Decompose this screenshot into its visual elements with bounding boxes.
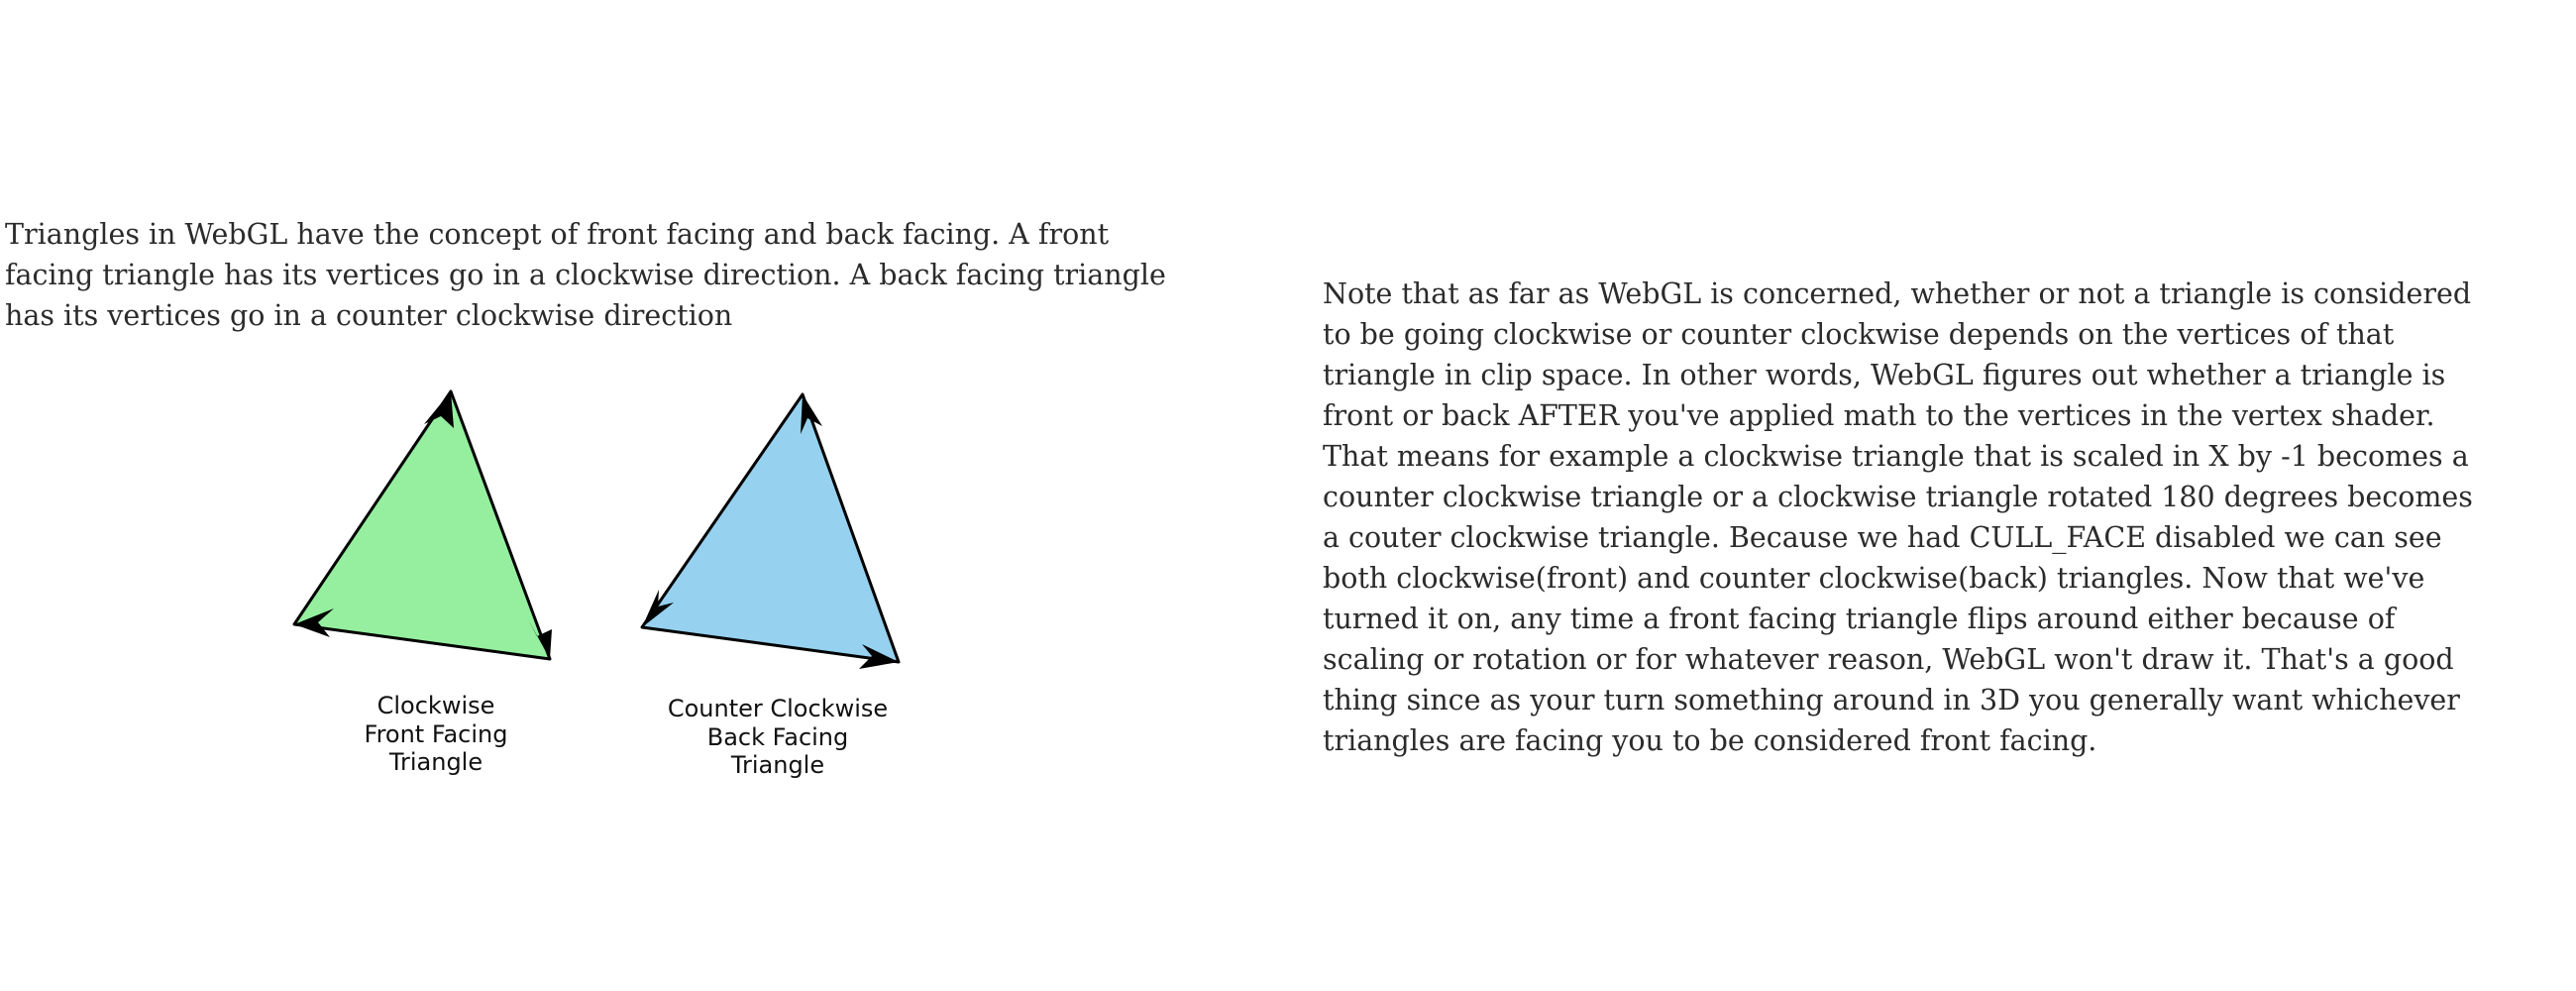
- clockwise-triangle-fill: [292, 389, 552, 661]
- clockwise-caption: Clockwise Front Facing Triangle: [327, 692, 545, 777]
- counter-clockwise-caption: Counter Clockwise Back Facing Triangle: [654, 695, 902, 780]
- ccw-caption-line: Counter Clockwise: [667, 695, 889, 722]
- arrowhead-bottom-right-icon: [528, 619, 552, 659]
- counter-clockwise-triangle-fill: [640, 392, 901, 664]
- ccw-arrowhead-bottom-right-icon: [859, 644, 899, 669]
- counter-clockwise-triangle: [640, 392, 901, 669]
- note-paragraph: Note that as far as WebGL is concerned, …: [1323, 277, 2473, 757]
- ccw-caption-line: Triangle: [730, 751, 825, 779]
- clockwise-caption-line: Triangle: [388, 748, 483, 776]
- ccw-arrowhead-bottom-left-icon: [642, 590, 674, 627]
- ccw-arrowhead-top-icon: [801, 394, 822, 434]
- intro-paragraph: Triangles in WebGL have the concept of f…: [5, 218, 1166, 332]
- arrowhead-top-icon: [424, 391, 454, 428]
- clockwise-triangle: [292, 389, 552, 661]
- clockwise-caption-line: Clockwise: [376, 692, 495, 719]
- arrowhead-bottom-left-icon: [294, 608, 334, 637]
- clockwise-caption-line: Front Facing: [364, 719, 508, 748]
- ccw-caption-line: Back Facing: [706, 722, 849, 751]
